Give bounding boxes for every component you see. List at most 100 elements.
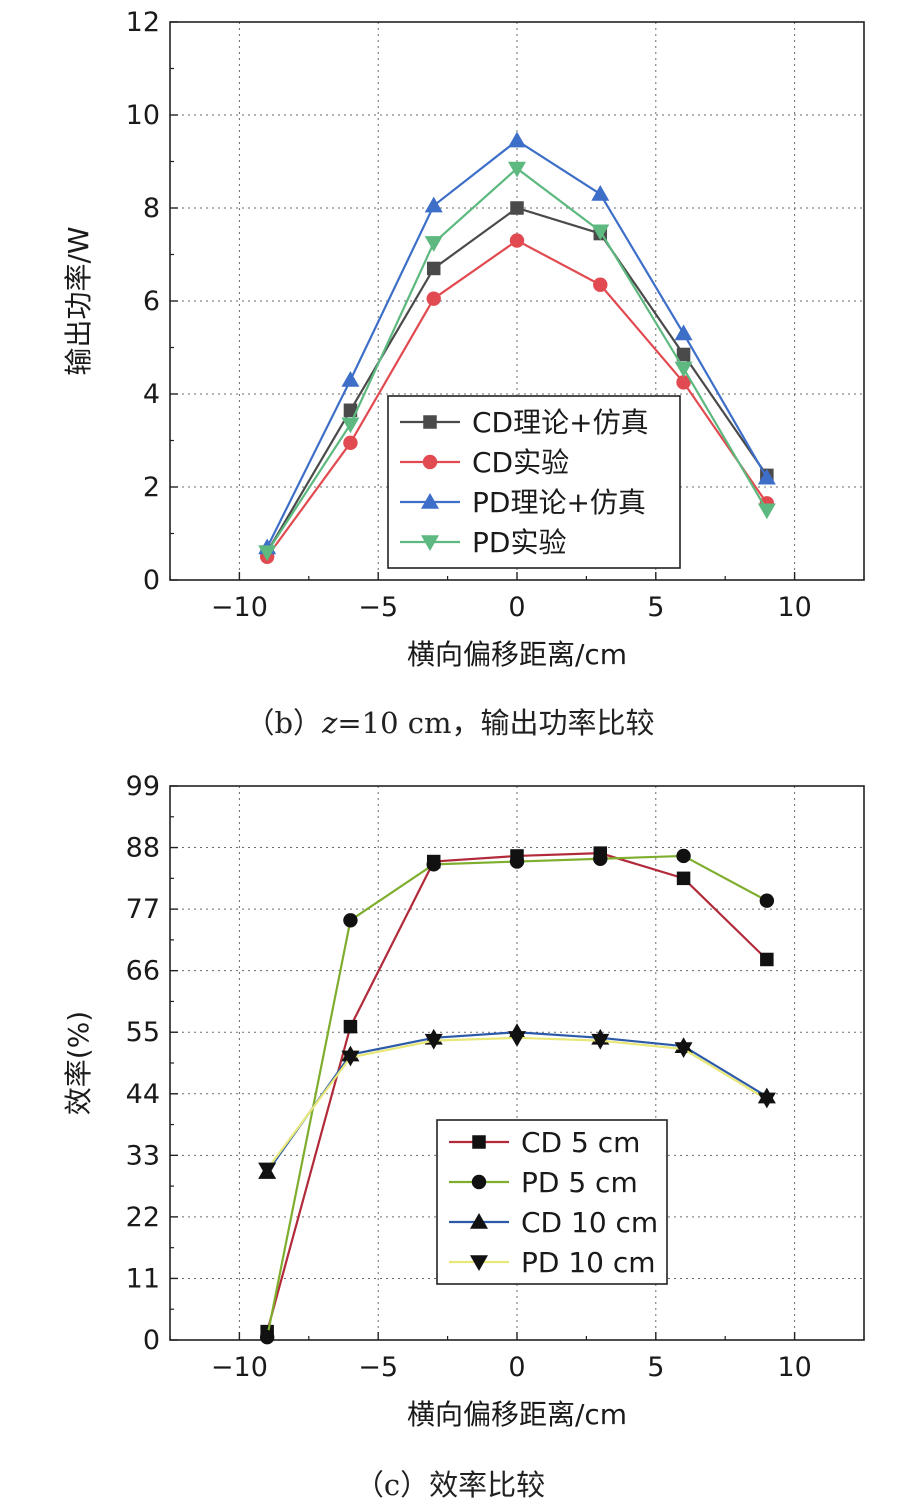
data-point — [343, 403, 358, 418]
legend-marker — [472, 1135, 486, 1149]
data-point — [259, 1330, 275, 1345]
legend-marker — [470, 1255, 488, 1271]
y-tick-label: 8 — [143, 193, 160, 224]
legend-label: CD实验 — [472, 446, 569, 479]
x-tick-label: −10 — [211, 592, 268, 623]
x-tick-label: 5 — [647, 592, 664, 623]
data-point — [591, 224, 610, 241]
legend-marker — [421, 493, 439, 509]
y-tick-label: 66 — [126, 956, 160, 987]
y-tick-label: 0 — [143, 565, 160, 596]
data-point — [510, 201, 524, 215]
chart-b-output-power: −10 −5 0 5 10 0 2 4 6 8 10 12 横向偏移距离/cm 输出功率/W CD理论+仿真… — [62, 7, 865, 671]
legend-marker — [470, 1213, 488, 1229]
legend-label: PD实验 — [472, 526, 566, 559]
legend: CD理论+仿真 CD实验 PD理论+仿真 PD实验 — [387, 395, 681, 569]
legend-label: CD 10 cm — [521, 1206, 658, 1239]
data-point — [591, 1033, 610, 1050]
data-point — [343, 435, 358, 451]
y-tick-label: 4 — [143, 379, 160, 410]
caption-c-prefix: （c） — [354, 1468, 430, 1502]
x-tick-label: 10 — [777, 1352, 811, 1383]
data-point — [676, 848, 691, 864]
y-tick-label: 12 — [126, 7, 160, 38]
y-tick-label: 2 — [143, 472, 160, 503]
data-point — [757, 503, 776, 520]
legend-label: CD理论+仿真 — [472, 406, 649, 439]
data-point — [509, 233, 525, 248]
data-point — [509, 854, 525, 869]
chart-c-efficiency: −10 −5 0 5 10 0 11 22 33 44 55 66 77 88 99 横向偏移距离/cm 效率(… — [62, 771, 865, 1431]
x-axis-label: 横向偏移距离/cm — [407, 1398, 627, 1431]
x-tick-label: −5 — [358, 1352, 398, 1383]
y-tick-label: 0 — [143, 1325, 160, 1356]
legend: CD 5 cm PD 5 cm CD 10 cm PD 10 cm — [436, 1119, 668, 1285]
y-tick-label: 88 — [126, 833, 160, 864]
data-point — [593, 277, 608, 292]
x-tick-label: 0 — [508, 1352, 525, 1383]
x-tick-label: 5 — [647, 1352, 664, 1383]
series-3 — [258, 1031, 776, 1179]
data-point — [424, 1033, 443, 1050]
caption-b-prefix: （b） — [245, 706, 323, 740]
data-point — [757, 468, 776, 485]
y-axis-label: 输出功率/W — [62, 226, 95, 375]
data-point — [508, 1031, 526, 1047]
data-point — [424, 236, 443, 252]
x-tick-label: −10 — [211, 1352, 268, 1383]
y-tick-label: 22 — [126, 1202, 160, 1233]
legend-label: CD 5 cm — [521, 1126, 640, 1159]
data-point — [343, 1019, 358, 1034]
data-point — [674, 361, 693, 378]
legend-marker — [423, 415, 437, 429]
data-point — [676, 871, 691, 886]
data-point — [508, 161, 526, 178]
caption-c: （c）效率比较 — [0, 1462, 900, 1504]
y-tick-label: 99 — [126, 771, 160, 802]
y-tick-label: 77 — [126, 894, 160, 925]
data-point — [757, 1092, 776, 1109]
caption-b-variable: z — [322, 706, 338, 740]
data-point — [426, 261, 441, 276]
legend-marker — [471, 1174, 487, 1190]
data-point — [591, 185, 610, 201]
y-tick-label: 11 — [126, 1263, 160, 1294]
x-tick-label: 10 — [777, 592, 811, 623]
caption-b-text: =10 cm，输出功率比较 — [337, 706, 655, 740]
data-point — [426, 291, 441, 306]
data-point — [258, 1162, 277, 1179]
series-3 — [258, 161, 776, 562]
caption-b: （b）z=10 cm，输出功率比较 — [0, 700, 900, 742]
y-axis-label: 效率(%) — [62, 1011, 95, 1115]
data-point — [508, 131, 526, 148]
data-point — [676, 375, 691, 390]
y-tick-label: 55 — [126, 1017, 160, 1048]
data-point — [760, 952, 774, 967]
x-tick-label: 0 — [508, 592, 525, 623]
data-point — [424, 196, 443, 213]
data-point — [341, 371, 360, 387]
data-point — [341, 417, 360, 434]
legend-label: PD 5 cm — [521, 1166, 638, 1199]
data-point — [676, 347, 691, 362]
legend-label: PD 10 cm — [521, 1246, 656, 1279]
y-tick-label: 6 — [143, 286, 160, 317]
data-point — [593, 851, 608, 866]
series-1 — [259, 848, 775, 1345]
data-point — [341, 1050, 360, 1067]
legend-label: PD理论+仿真 — [472, 486, 646, 519]
legend-marker — [421, 535, 439, 551]
y-tick-label: 10 — [126, 100, 160, 131]
data-point — [674, 324, 693, 341]
data-point — [343, 913, 358, 928]
data-point — [426, 857, 441, 872]
data-point — [674, 1042, 693, 1059]
y-tick-label: 44 — [126, 1079, 160, 1110]
y-tick-label: 33 — [126, 1140, 160, 1171]
series-2 — [258, 131, 776, 555]
caption-c-text: 效率比较 — [429, 1468, 546, 1502]
legend-marker — [422, 454, 438, 470]
data-point — [759, 893, 775, 908]
data-point — [258, 545, 277, 562]
